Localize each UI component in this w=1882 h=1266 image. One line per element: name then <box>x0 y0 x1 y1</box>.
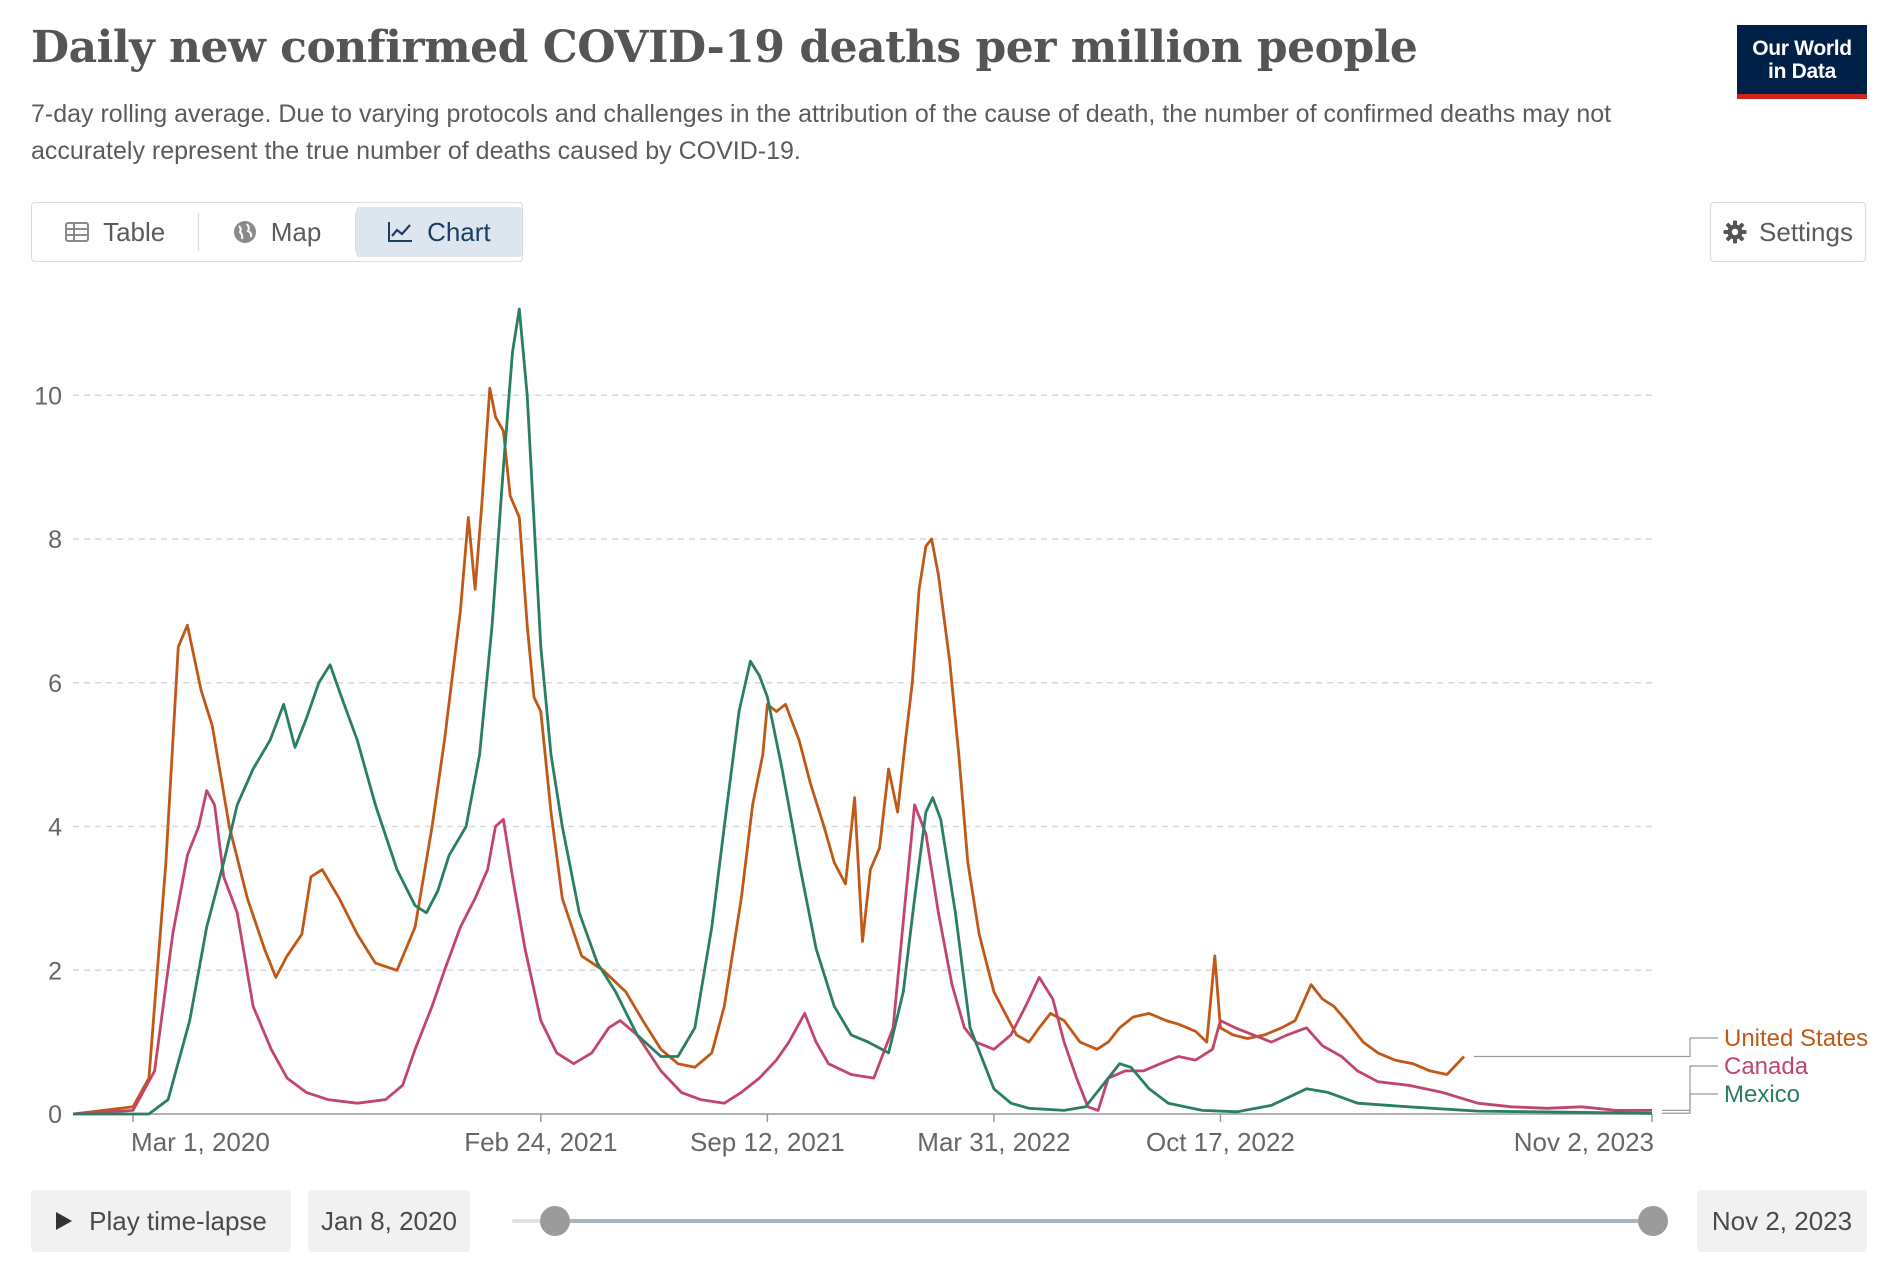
line-chart-icon <box>387 221 413 243</box>
line-chart: 0 2 4 6 8 10 Mar 1, 2020 Feb 24, 2021 Sep 12, 2… <box>34 307 1868 1157</box>
play-timelapse-button[interactable]: Play time-lapse <box>31 1190 291 1252</box>
y-tick-labels: 0 2 4 6 8 10 <box>34 382 62 1129</box>
logo-line-2: in Data <box>1768 60 1836 83</box>
x-tick-label: Sep 12, 2021 <box>690 1127 845 1157</box>
tab-table-label: Table <box>103 216 166 247</box>
timeline-start-handle[interactable] <box>540 1206 570 1236</box>
tab-table[interactable]: Table <box>32 203 198 261</box>
legend-connector <box>1473 1037 1718 1058</box>
gear-icon <box>1723 220 1747 244</box>
tab-map-label: Map <box>270 216 322 247</box>
timeline-end-date[interactable]: Nov 2, 2023 <box>1697 1190 1867 1252</box>
x-tick-label: Mar 31, 2022 <box>917 1127 1070 1157</box>
y-tick-label: 8 <box>48 526 62 554</box>
y-tick-label: 4 <box>48 814 62 842</box>
x-tick-label: Nov 2, 2023 <box>1514 1127 1654 1157</box>
legend-connector <box>1662 1065 1718 1112</box>
series-lines <box>72 307 1653 1116</box>
settings-button[interactable]: Settings <box>1710 202 1866 262</box>
legend-label[interactable]: Mexico <box>1724 1081 1800 1108</box>
logo-line-1: Our World <box>1752 37 1852 60</box>
legend-connector <box>1662 1093 1718 1114</box>
table-icon <box>65 222 90 242</box>
globe-icon <box>233 220 257 244</box>
legend-label[interactable]: United States <box>1724 1025 1868 1052</box>
tab-chart-label: Chart <box>427 216 491 247</box>
play-icon <box>55 1211 73 1231</box>
timeline-end-handle[interactable] <box>1638 1206 1668 1236</box>
tab-map[interactable]: Map <box>199 203 354 261</box>
tab-chart[interactable]: Chart <box>355 207 523 257</box>
x-tick-label: Feb 24, 2021 <box>464 1127 617 1157</box>
view-tabs: Table Map Chart <box>31 202 523 262</box>
chart-subtitle: 7-day rolling average. Due to varying pr… <box>31 100 1612 165</box>
settings-label: Settings <box>1759 216 1853 247</box>
y-tick-label: 6 <box>48 670 62 698</box>
x-tick-labels: Mar 1, 2020 Feb 24, 2021 Sep 12, 2021 Mar 3… <box>131 1114 1654 1157</box>
timeline-start-date[interactable]: Jan 8, 2020 <box>308 1190 470 1252</box>
grid-lines <box>73 394 1652 1115</box>
timeline-selected-range <box>555 1219 1655 1223</box>
tab-divider <box>354 213 356 251</box>
series-line <box>73 307 1653 1116</box>
series-line <box>72 386 1466 1116</box>
y-tick-label: 10 <box>34 382 62 410</box>
y-tick-label: 0 <box>48 1101 62 1129</box>
x-tick-label: Mar 1, 2020 <box>131 1127 270 1157</box>
series-line <box>72 789 1652 1116</box>
owid-logo[interactable]: Our World in Data <box>1737 25 1867 99</box>
legend-label[interactable]: Canada <box>1724 1053 1809 1080</box>
tab-divider <box>198 213 200 251</box>
y-tick-label: 2 <box>48 957 62 985</box>
x-tick-label: Oct 17, 2022 <box>1146 1127 1295 1157</box>
play-label: Play time-lapse <box>89 1205 267 1236</box>
chart-title: Daily new confirmed COVID-19 deaths per … <box>31 22 1418 73</box>
